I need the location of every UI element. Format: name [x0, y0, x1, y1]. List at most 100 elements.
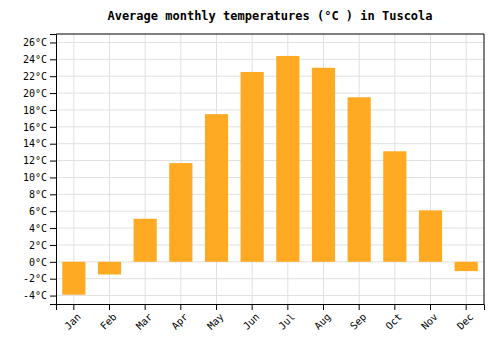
- tick: -4°C: [23, 290, 56, 301]
- tick-mark: [50, 194, 56, 195]
- tick: Jan: [62, 304, 83, 332]
- bar: [205, 114, 228, 262]
- tick-mark: [50, 42, 56, 43]
- tick-label: -4°C: [23, 290, 47, 301]
- tick: 22°C: [23, 71, 56, 82]
- tick-label: Sep: [348, 311, 369, 332]
- grid-line: [56, 126, 484, 127]
- tick-label: 22°C: [23, 71, 47, 82]
- grid-line: [430, 34, 431, 304]
- tick-label: May: [205, 311, 226, 332]
- tick: Apr: [169, 304, 190, 332]
- frame: [484, 34, 485, 304]
- tick-mark: [50, 76, 56, 77]
- tick: 8°C: [29, 189, 56, 200]
- tick-label: 18°C: [23, 105, 47, 116]
- tick-label: 12°C: [23, 155, 47, 166]
- tick-mark: [50, 93, 56, 94]
- tick: 14°C: [23, 138, 56, 149]
- tick-label: 24°C: [23, 54, 47, 65]
- grid-line: [56, 194, 484, 195]
- tick: Nov: [419, 304, 440, 332]
- y-axis: -4°C -2°C 0°C 2°C 4°C 6°C 8°C 10°C 12°C 14°C 16°C 1…: [23, 35, 57, 305]
- grid-line: [56, 160, 484, 161]
- grid-line: [56, 59, 484, 60]
- bar: [455, 262, 478, 271]
- tick: 12°C: [23, 155, 56, 166]
- axis-line: [50, 35, 57, 305]
- tick: 4°C: [29, 223, 56, 234]
- title: Average monthly temperatures (°C ) in Tu…: [107, 9, 432, 23]
- bar: [98, 262, 121, 275]
- tick-label: 6°C: [29, 206, 47, 217]
- grid-line: [145, 34, 146, 304]
- tick-mark: [109, 304, 110, 310]
- grid: [56, 34, 484, 304]
- tick-label: Jun: [241, 311, 262, 332]
- tick-mark: [180, 304, 181, 310]
- grid-line: [56, 143, 484, 144]
- tick-label: -2°C: [23, 273, 47, 284]
- grid-line: [56, 42, 484, 43]
- tick-mark: [466, 304, 467, 310]
- bar: [276, 56, 299, 262]
- tick-label: 16°C: [23, 122, 47, 133]
- tick-mark: [430, 304, 431, 310]
- tick: Aug: [312, 304, 333, 332]
- tick-label: 26°C: [23, 37, 47, 48]
- tick-mark: [394, 304, 395, 310]
- frame: [56, 34, 484, 35]
- tick: 16°C: [23, 122, 56, 133]
- tick: Feb: [98, 304, 119, 332]
- x-axis: Jan Feb Mar Apr May Jun Jul Aug Sep Oct Nov Dec: [57, 304, 485, 332]
- tick: Jul: [276, 304, 297, 332]
- tick: Dec: [455, 304, 476, 332]
- tick-mark: [216, 304, 217, 310]
- tick-label: Nov: [419, 311, 440, 332]
- tick-mark: [50, 59, 56, 60]
- tick: 26°C: [23, 37, 56, 48]
- grid-line: [56, 93, 484, 94]
- bar: [312, 68, 335, 262]
- tick-mark: [287, 304, 288, 310]
- tick: 18°C: [23, 105, 56, 116]
- bar: [419, 210, 442, 261]
- tick: 6°C: [29, 206, 56, 217]
- tick-mark: [50, 177, 56, 178]
- tick-label: Apr: [169, 311, 190, 332]
- tick: 10°C: [23, 172, 56, 183]
- bar: [169, 163, 192, 262]
- tick-mark: [50, 110, 56, 111]
- tick: Sep: [348, 304, 369, 332]
- tick-label: 0°C: [29, 257, 47, 268]
- tick: Mar: [134, 304, 155, 332]
- tick-label: 8°C: [29, 189, 47, 200]
- tick-label: Dec: [455, 311, 476, 332]
- bar: [383, 151, 406, 262]
- tick-label: 10°C: [23, 172, 47, 183]
- tick-mark: [50, 279, 56, 280]
- bar: [62, 262, 85, 295]
- tick: -2°C: [23, 273, 56, 284]
- grid-line: [56, 76, 484, 77]
- tick-mark: [50, 262, 56, 263]
- tick-mark: [50, 127, 56, 128]
- tick: Oct: [383, 304, 404, 332]
- tick-label: Jul: [276, 311, 297, 332]
- tick-mark: [50, 245, 56, 246]
- tick: 2°C: [29, 240, 56, 251]
- tick: May: [205, 304, 226, 332]
- tick-label: 20°C: [23, 88, 47, 99]
- tick-mark: [50, 144, 56, 145]
- tick-mark: [50, 211, 56, 212]
- bar: [348, 97, 371, 262]
- plot: -4°C -2°C 0°C 2°C 4°C 6°C 8°C 10°C 12°C 14°C 16°C 1…: [23, 34, 485, 332]
- bar: [134, 219, 157, 262]
- tick-label: Aug: [312, 311, 333, 332]
- tick-label: Jan: [62, 311, 83, 332]
- tick-mark: [50, 161, 56, 162]
- tick-mark: [73, 304, 74, 310]
- grid-line: [56, 177, 484, 178]
- tick-label: Feb: [98, 311, 119, 332]
- bar: [241, 72, 264, 262]
